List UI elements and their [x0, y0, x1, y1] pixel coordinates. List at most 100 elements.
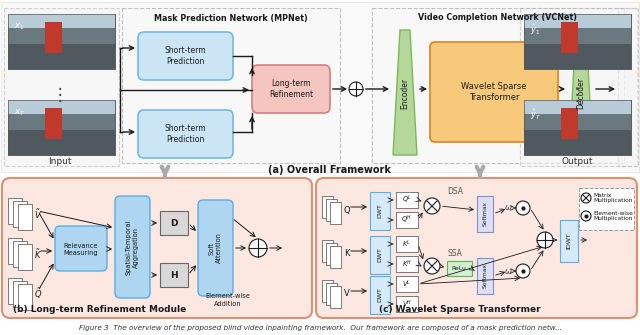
- FancyBboxPatch shape: [198, 200, 233, 296]
- Bar: [561, 108, 577, 138]
- Text: $\tilde{Q}$: $\tilde{Q}$: [34, 287, 42, 302]
- Circle shape: [516, 201, 530, 215]
- Bar: [561, 22, 577, 53]
- Bar: [8, 14, 115, 39]
- Text: Figure 3  The overview of the proposed blind video inpainting framework.  Our fr: Figure 3 The overview of the proposed bl…: [79, 325, 561, 331]
- Text: IDWT: IDWT: [566, 232, 572, 249]
- Text: Encoder: Encoder: [401, 77, 410, 109]
- Text: Softmax: Softmax: [483, 264, 488, 288]
- Bar: [579, 188, 634, 230]
- Bar: [524, 14, 631, 69]
- Text: $K^L$: $K^L$: [403, 238, 412, 250]
- Text: V: V: [344, 289, 349, 298]
- Text: Wavelet Sparse
Transformer: Wavelet Sparse Transformer: [461, 82, 527, 102]
- Bar: [326, 243, 337, 265]
- Text: $Q^H$: $Q^H$: [401, 214, 413, 226]
- Bar: [18, 244, 32, 270]
- Bar: [524, 100, 631, 125]
- Text: DWT: DWT: [378, 204, 383, 218]
- Text: $\tilde{K}$: $\tilde{K}$: [34, 247, 42, 261]
- Circle shape: [581, 193, 591, 203]
- FancyBboxPatch shape: [316, 178, 637, 318]
- Bar: [372, 8, 624, 163]
- Bar: [560, 220, 578, 262]
- Text: Softmax: Softmax: [483, 202, 488, 226]
- Bar: [1, 2, 639, 172]
- Bar: [618, 8, 637, 166]
- Bar: [8, 130, 115, 155]
- Polygon shape: [569, 30, 593, 155]
- Bar: [396, 256, 418, 272]
- Text: Short-term
Prediction: Short-term Prediction: [164, 124, 206, 144]
- Circle shape: [581, 211, 591, 221]
- Bar: [524, 14, 631, 39]
- Bar: [8, 14, 115, 69]
- Bar: [45, 22, 61, 53]
- Bar: [447, 261, 472, 276]
- Bar: [8, 238, 22, 264]
- Bar: [8, 28, 115, 55]
- Bar: [8, 14, 115, 69]
- Bar: [524, 44, 631, 69]
- Text: $\hat{y}_1$: $\hat{y}_1$: [530, 22, 540, 37]
- Circle shape: [424, 258, 440, 274]
- Text: Q: Q: [344, 205, 351, 214]
- Circle shape: [249, 239, 267, 257]
- FancyBboxPatch shape: [138, 32, 233, 80]
- Bar: [330, 202, 341, 224]
- Text: (a) Overall Framework: (a) Overall Framework: [269, 165, 392, 175]
- Text: $V^H$: $V^H$: [402, 298, 412, 310]
- Bar: [8, 198, 22, 224]
- FancyBboxPatch shape: [138, 110, 233, 158]
- Bar: [524, 130, 631, 155]
- Text: Spatial-Temporal
Aggregation: Spatial-Temporal Aggregation: [125, 219, 138, 275]
- Text: $K^H$: $K^H$: [402, 258, 412, 270]
- Circle shape: [516, 264, 530, 278]
- Text: $x_1$: $x_1$: [14, 22, 24, 32]
- Text: D: D: [170, 218, 178, 227]
- Bar: [396, 296, 418, 312]
- Text: ⋮: ⋮: [569, 86, 586, 104]
- Bar: [524, 14, 631, 69]
- Text: Element-wise
Addition: Element-wise Addition: [205, 293, 250, 307]
- Bar: [8, 278, 22, 304]
- FancyBboxPatch shape: [430, 42, 558, 142]
- Text: Element-wise
Multiplication: Element-wise Multiplication: [593, 211, 633, 221]
- Bar: [122, 8, 340, 163]
- Text: DSA: DSA: [447, 188, 463, 197]
- Text: K: K: [344, 250, 349, 259]
- FancyBboxPatch shape: [2, 178, 312, 318]
- Text: Decoder: Decoder: [577, 77, 586, 109]
- FancyBboxPatch shape: [115, 196, 150, 298]
- Bar: [524, 100, 631, 155]
- Text: (c) Wavelet Sparse Transformer: (c) Wavelet Sparse Transformer: [379, 306, 541, 315]
- Text: DWT: DWT: [378, 248, 383, 262]
- Bar: [396, 192, 418, 208]
- Circle shape: [349, 82, 363, 96]
- Text: DWT: DWT: [378, 287, 383, 303]
- Text: Matrix
Multiplication: Matrix Multiplication: [593, 193, 632, 203]
- Circle shape: [424, 198, 440, 214]
- Polygon shape: [393, 30, 417, 155]
- Bar: [326, 283, 337, 305]
- Bar: [477, 196, 493, 232]
- Text: Soft
Attention: Soft Attention: [209, 232, 221, 263]
- Bar: [370, 236, 390, 274]
- Circle shape: [537, 232, 553, 248]
- Bar: [322, 280, 333, 302]
- Bar: [524, 114, 631, 141]
- Bar: [322, 196, 333, 218]
- Bar: [160, 263, 188, 287]
- Text: $V^L$: $V^L$: [403, 278, 412, 290]
- Text: $x_T$: $x_T$: [14, 107, 25, 118]
- Bar: [326, 199, 337, 221]
- Bar: [8, 114, 115, 141]
- Text: $Q^L$: $Q^L$: [402, 194, 412, 206]
- Bar: [330, 246, 341, 268]
- Bar: [524, 100, 631, 155]
- FancyBboxPatch shape: [55, 226, 107, 271]
- Text: Mask Prediction Network (MPNet): Mask Prediction Network (MPNet): [154, 13, 308, 22]
- Text: ReLu: ReLu: [452, 267, 467, 271]
- Text: H: H: [170, 270, 178, 279]
- Bar: [396, 212, 418, 228]
